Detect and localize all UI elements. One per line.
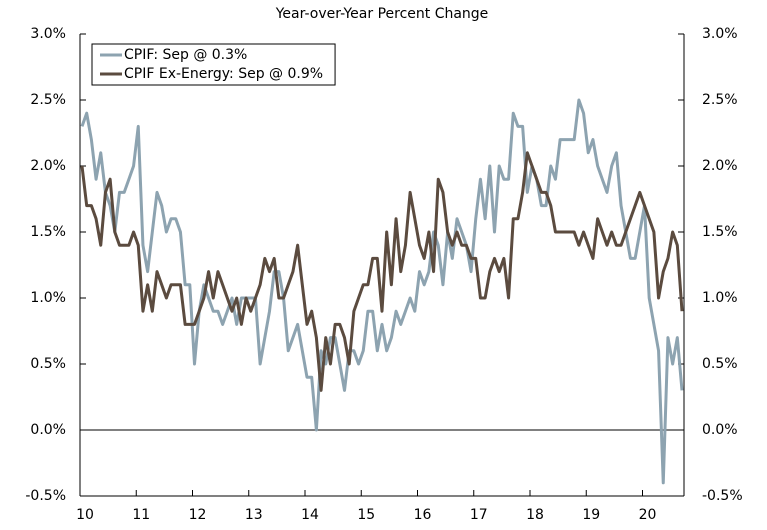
x-tick-label: 16 <box>414 507 432 523</box>
x-tick-label: 19 <box>582 507 600 523</box>
x-tick-label: 17 <box>470 507 488 523</box>
x-tick-label: 18 <box>526 507 544 523</box>
legend-box <box>91 43 336 86</box>
y2-tick-label: 3.0% <box>702 26 738 42</box>
y-tick-label: 3.0% <box>30 26 66 42</box>
y-tick-label: 0.0% <box>30 422 66 438</box>
y2-tick-label: 2.0% <box>702 158 738 174</box>
y-tick-label: 0.5% <box>30 356 66 372</box>
x-tick-label: 12 <box>189 507 207 523</box>
series-line <box>80 98 684 485</box>
x-tick-label: 15 <box>357 507 375 523</box>
y2-tick-label: 1.0% <box>702 290 738 306</box>
x-tick-label: 14 <box>301 507 319 523</box>
x-tick-label: 20 <box>639 507 657 523</box>
y-tick-label: -0.5% <box>25 488 66 504</box>
series-line <box>80 151 684 392</box>
y-tick-label: 1.5% <box>30 224 66 240</box>
x-tick-label: 13 <box>245 507 263 523</box>
y2-tick-label: 0.5% <box>702 356 738 372</box>
x-tick-label: 10 <box>76 507 94 523</box>
y2-tick-label: 2.5% <box>702 92 738 108</box>
x-tick-label: 11 <box>132 507 150 523</box>
y2-tick-label: 1.5% <box>702 224 738 240</box>
chart-title: Year-over-Year Percent Change <box>275 6 489 22</box>
y2-tick-label: 0.0% <box>702 422 738 438</box>
y-tick-label: 2.0% <box>30 158 66 174</box>
y-tick-label: 1.0% <box>30 290 66 306</box>
y-tick-label: 2.5% <box>30 92 66 108</box>
y2-tick-label: -0.5% <box>702 488 743 504</box>
legend-label: CPIF: Sep @ 0.3% <box>124 47 247 63</box>
legend-label: CPIF Ex-Energy: Sep @ 0.9% <box>124 66 323 82</box>
